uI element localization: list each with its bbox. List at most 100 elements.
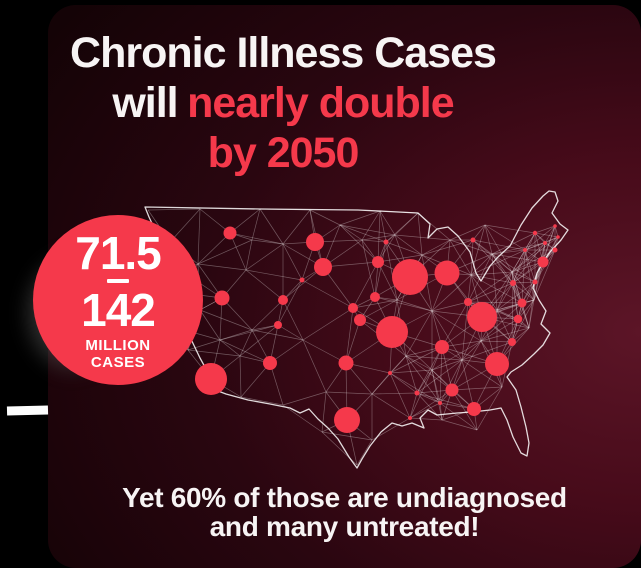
map-bubble <box>376 316 408 348</box>
map-bubble <box>467 402 481 416</box>
map-link <box>534 225 556 283</box>
map-link <box>345 307 354 364</box>
map-bubble <box>306 233 324 251</box>
map-link <box>534 225 556 234</box>
map-link <box>467 301 523 304</box>
badge-denominator: 142 <box>81 283 156 336</box>
map-link <box>374 296 433 312</box>
map-link <box>374 241 387 298</box>
map-link <box>147 208 201 211</box>
map-link <box>533 249 556 301</box>
map-link <box>439 359 463 404</box>
map-link <box>480 340 513 343</box>
map-link <box>544 236 559 244</box>
map-link <box>517 281 536 320</box>
map-link <box>277 279 303 326</box>
paper-scrap <box>6 405 49 416</box>
map-link <box>472 239 493 255</box>
map-link <box>240 362 271 398</box>
map-link <box>245 243 284 271</box>
map-link <box>251 208 261 241</box>
map-link <box>480 327 530 342</box>
map-link <box>245 239 253 271</box>
map-link <box>512 242 546 284</box>
map-link <box>528 299 535 329</box>
map-link <box>476 386 503 431</box>
map-link <box>431 310 463 361</box>
map-bubble <box>556 235 560 239</box>
map-bubble <box>334 407 360 433</box>
map-link <box>361 239 387 243</box>
map-link <box>467 271 513 303</box>
map-link <box>480 318 519 342</box>
map-link <box>491 242 546 255</box>
map-bubble <box>263 356 277 370</box>
map-link <box>377 254 423 263</box>
map-link <box>239 329 253 357</box>
map-bubble <box>510 280 516 286</box>
us-outline <box>144 190 569 469</box>
map-link <box>484 224 513 273</box>
map-bubble <box>408 416 412 420</box>
map-bubble <box>537 256 549 268</box>
map-bubble <box>438 401 442 405</box>
map-link <box>421 239 474 256</box>
map-link <box>431 301 469 312</box>
map-bubble <box>543 241 547 245</box>
map-link <box>245 269 284 301</box>
map-link <box>219 339 241 357</box>
map-link <box>431 274 472 312</box>
map-bubble <box>372 256 384 268</box>
map-link <box>405 355 441 404</box>
map-link <box>239 324 279 357</box>
map-link <box>229 232 284 245</box>
map-link <box>524 232 536 251</box>
map-bubble <box>508 338 516 346</box>
map-link <box>470 271 513 276</box>
map-link <box>325 391 373 395</box>
map-bubble <box>274 321 282 329</box>
map-bubble <box>388 371 392 375</box>
map-link <box>431 369 443 421</box>
map-bubble <box>299 277 305 283</box>
map-bubble <box>553 224 557 228</box>
us-network-map <box>144 190 569 469</box>
map-link <box>371 355 407 395</box>
footer-line1: Yet 60% of those are undiagnosed <box>122 482 567 513</box>
map-link <box>416 346 443 394</box>
map-link <box>405 310 433 357</box>
map-link <box>371 372 391 395</box>
map-link <box>416 359 463 394</box>
map-bubble <box>464 298 472 306</box>
map-bubble <box>195 363 227 395</box>
map-link <box>339 224 379 263</box>
headline: Chronic Illness Cases will nearly double … <box>0 28 566 178</box>
map-link <box>542 225 556 263</box>
map-link <box>345 362 391 374</box>
map-link <box>491 253 523 304</box>
map-link <box>421 239 451 256</box>
map-link <box>219 324 279 341</box>
map-link <box>389 355 407 374</box>
map-link <box>451 340 482 391</box>
map-link <box>534 232 559 238</box>
map-link <box>484 224 526 251</box>
map-link <box>467 253 493 303</box>
map-link <box>451 386 503 391</box>
fraction-divider <box>107 278 129 283</box>
map-link <box>511 271 519 320</box>
map-link <box>322 261 379 268</box>
map-link <box>461 301 469 361</box>
map-link <box>449 239 493 255</box>
map-bubble <box>278 295 288 305</box>
map-link <box>439 402 443 421</box>
map-bubble <box>414 390 420 396</box>
map-link <box>511 249 556 273</box>
map-link <box>544 225 556 244</box>
map-bubble <box>314 258 332 276</box>
map-link <box>405 355 433 371</box>
map-link <box>491 249 526 255</box>
map-link <box>352 261 379 309</box>
map-link <box>389 346 443 374</box>
